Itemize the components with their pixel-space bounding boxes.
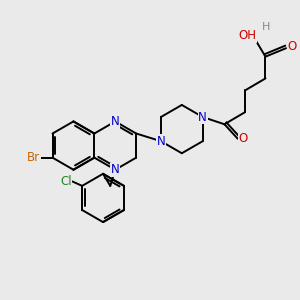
Text: N: N [157, 135, 165, 148]
Text: Cl: Cl [60, 175, 72, 188]
Text: O: O [287, 40, 296, 53]
Text: H: H [262, 22, 270, 32]
Text: N: N [111, 115, 120, 128]
Text: OH: OH [238, 29, 256, 42]
Text: N: N [198, 110, 207, 124]
Text: O: O [238, 132, 248, 145]
Text: Br: Br [27, 151, 40, 164]
Text: N: N [111, 163, 120, 176]
